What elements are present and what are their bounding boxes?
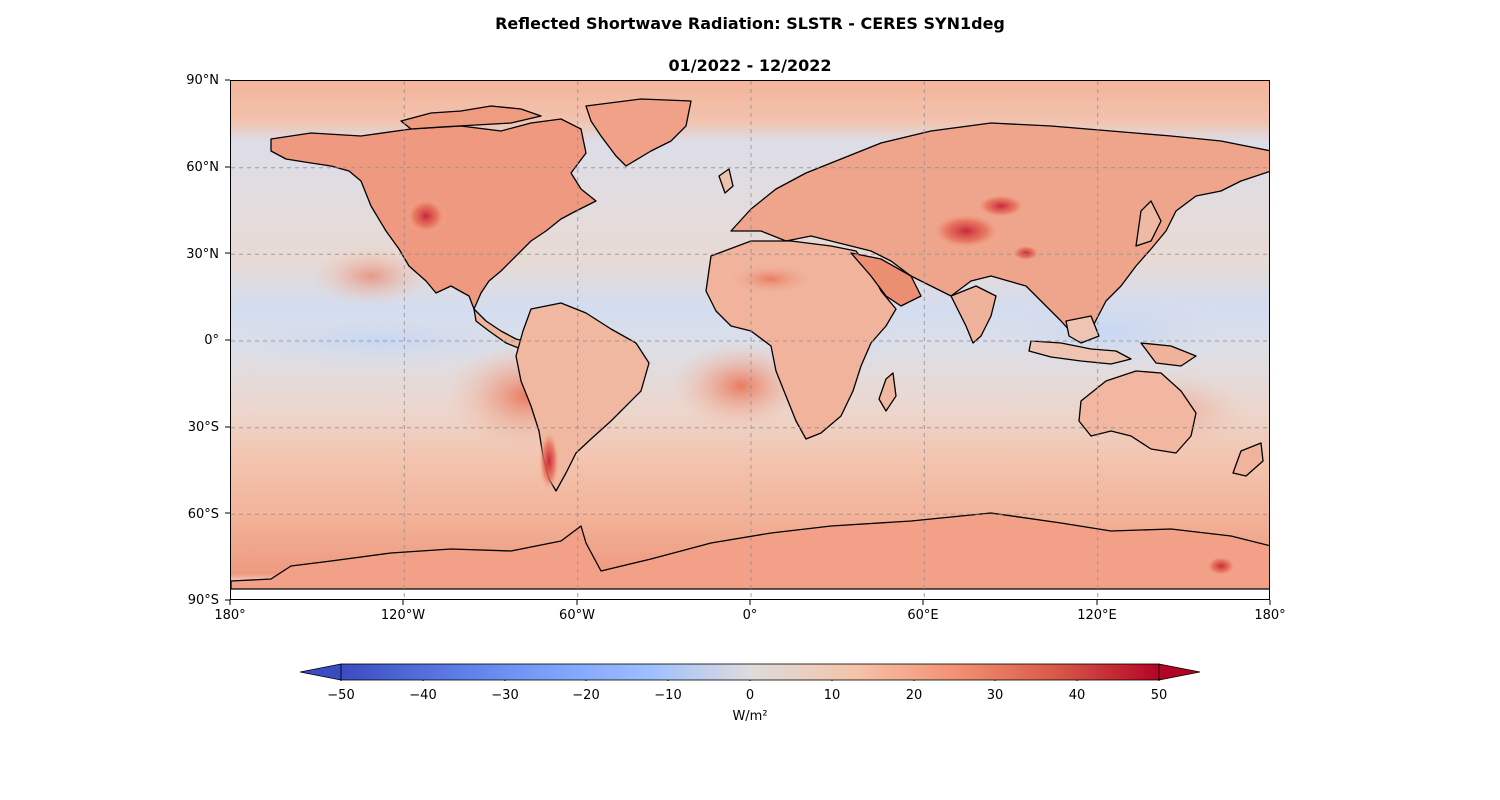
british-isles <box>718 168 734 194</box>
arabia <box>850 252 922 307</box>
lat-tick-label: 30°S <box>187 420 219 435</box>
colorbar-body <box>340 663 1160 681</box>
lon-tick-label: 60°W <box>559 608 595 623</box>
high-anomaly-regions <box>406 194 1236 576</box>
map-panel <box>230 80 1270 600</box>
colorbar-tick-label: −20 <box>572 688 600 703</box>
lat-tick-label: 90°N <box>186 73 219 88</box>
chart-title: Reflected Shortwave Radiation: SLSTR - C… <box>495 14 1005 33</box>
lat-tick-label: 30°N <box>186 247 219 262</box>
indonesia <box>1028 340 1132 365</box>
lon-tick-label: 120°W <box>380 608 426 623</box>
lon-tick-label: 180° <box>1254 608 1286 623</box>
new-guinea <box>1140 342 1197 367</box>
antarctica <box>231 512 1269 590</box>
colorbar-label: W/m² <box>732 709 768 724</box>
new-zealand <box>1232 442 1264 477</box>
colorbar-extend-high <box>1158 663 1200 681</box>
lat-tick-label: 60°N <box>186 160 219 175</box>
colorbar-extend-low <box>300 663 342 681</box>
colorbar-tick-label: 0 <box>745 688 755 703</box>
colorbar-tick-label: −30 <box>491 688 519 703</box>
madagascar <box>878 372 897 412</box>
colorbar-tick-label: 30 <box>986 688 1004 703</box>
arctic-islands <box>400 105 542 130</box>
australia <box>1078 370 1197 454</box>
colorbar-tick-label: −50 <box>327 688 355 703</box>
lon-tick-label: 0° <box>742 608 758 623</box>
colorbar-tick-label: 40 <box>1068 688 1086 703</box>
colorbar-tick-label: 50 <box>1150 688 1168 703</box>
colorbar-tick-label: −10 <box>654 688 682 703</box>
greenland <box>585 98 692 167</box>
chart-subtitle: 01/2022 - 12/2022 <box>668 56 832 75</box>
colorbar-tick-label: 20 <box>905 688 923 703</box>
japan <box>1135 200 1162 247</box>
lat-tick-label: 0° <box>204 333 219 348</box>
india <box>950 285 997 344</box>
gridlines <box>231 81 1269 599</box>
colorbar <box>300 663 1200 681</box>
lon-tick-label: 180° <box>214 608 246 623</box>
lat-tick-label: 90°S <box>187 593 219 608</box>
borneo <box>1065 315 1100 344</box>
lat-tick-label: 60°S <box>187 507 219 522</box>
map-svg <box>231 81 1269 599</box>
lon-tick-label: 120°E <box>1077 608 1117 623</box>
lon-tick-label: 60°E <box>907 608 939 623</box>
colorbar-tick-label: 10 <box>823 688 841 703</box>
colorbar-tick-label: −40 <box>409 688 437 703</box>
